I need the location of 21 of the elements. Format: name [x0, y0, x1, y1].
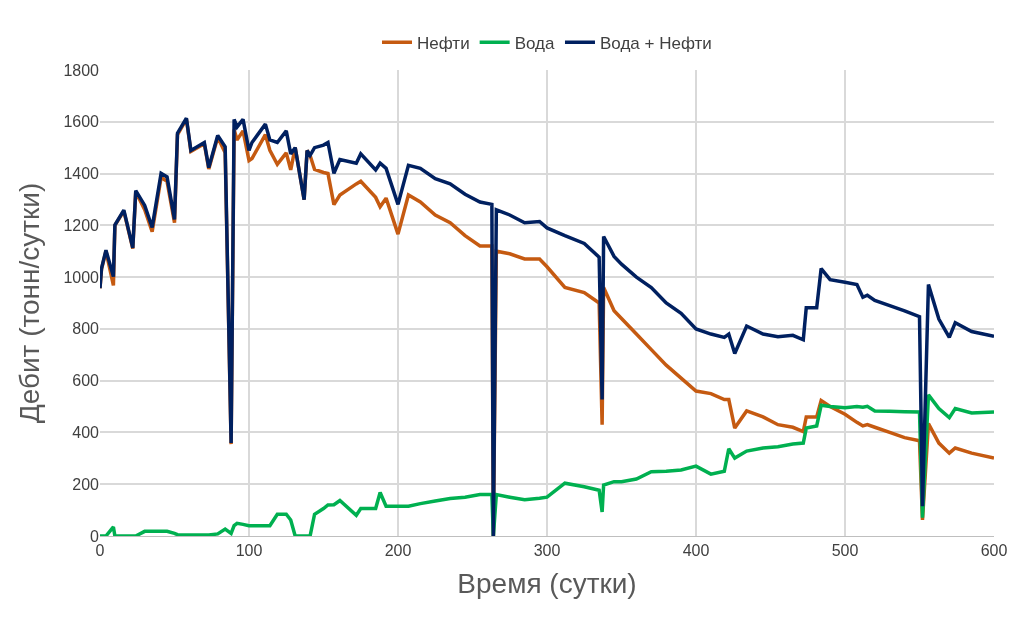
legend-label: Вода + Нефти [599, 33, 712, 53]
y-tick-label: 1000 [63, 268, 100, 286]
y-tick-label: 1600 [63, 113, 100, 131]
y-tick-label: 1400 [63, 165, 100, 183]
y-tick-label: 1800 [63, 61, 100, 79]
x-tick-label: 300 [533, 542, 561, 560]
y-tick-label: 800 [72, 320, 100, 338]
legend-label: Вода [514, 33, 555, 53]
x-tick-label: 500 [831, 542, 859, 560]
y-tick-label: 600 [72, 372, 100, 390]
x-tick-label: 200 [384, 542, 412, 560]
y-tick-label: 200 [72, 475, 100, 493]
y-tick-label: 400 [72, 424, 100, 442]
legend-label: Нефти [417, 33, 470, 53]
y-tick-label: 0 [90, 527, 100, 545]
x-tick-label: 400 [682, 542, 710, 560]
x-axis-title: Время (сутки) [457, 568, 637, 600]
x-tick-label: 600 [980, 542, 1008, 560]
x-tick-label: 100 [235, 542, 263, 560]
y-axis-title: Дебит (тонн/сутки) [14, 182, 46, 424]
y-tick-label: 1200 [63, 216, 100, 234]
